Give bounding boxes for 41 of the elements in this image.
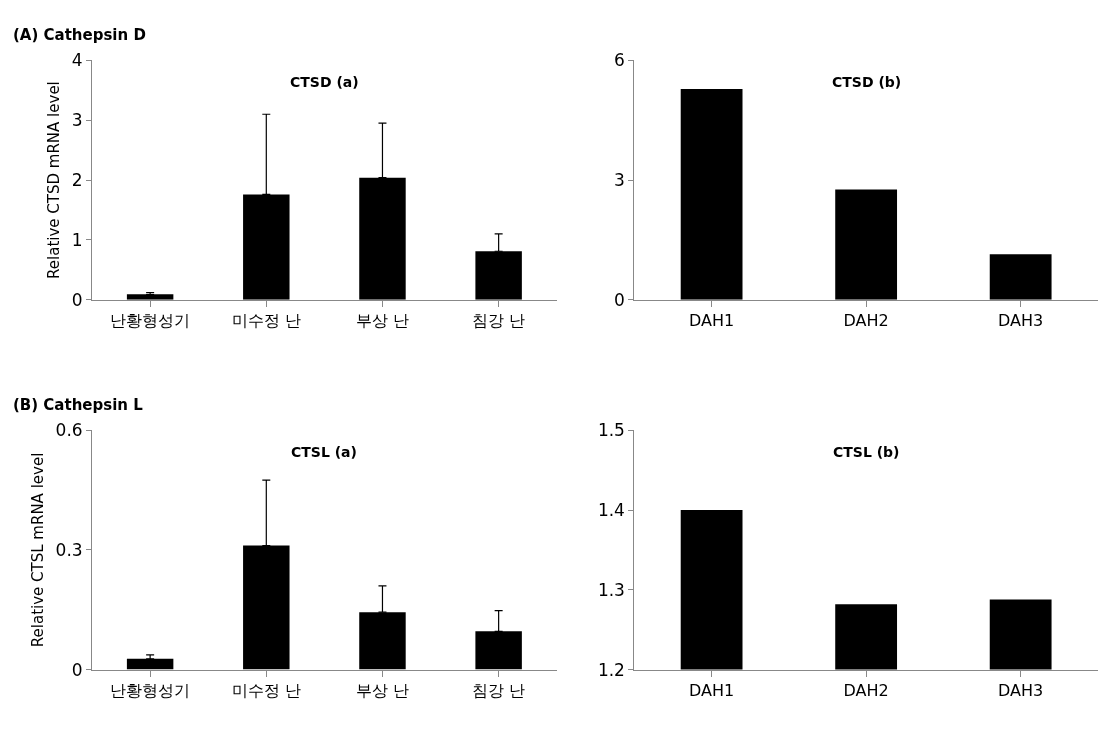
x-tick-label: DAH3	[998, 310, 1044, 330]
y-tick-label: 0.6	[55, 420, 83, 441]
x-tick-label: 침강 난	[472, 310, 526, 330]
x-tick-label: 난황형성기	[110, 310, 191, 330]
x-tick-label: 침강 난	[472, 680, 526, 700]
chart-title: (B) Cathepsin L	[13, 396, 144, 414]
bar	[835, 189, 898, 300]
x-tick-label: DAH1	[689, 680, 735, 700]
y-tick-label: 1.2	[597, 659, 625, 680]
x-tick-label: 부상 난	[355, 680, 410, 700]
text: CTSL (a)	[291, 444, 357, 460]
text: CTSL (b)	[833, 444, 900, 460]
x-tick-label: DAH2	[843, 310, 889, 330]
chart-title: (A) Cathepsin D	[13, 26, 146, 44]
x-tick-label: 미수정 난	[231, 680, 301, 700]
y-tick-label: 2	[71, 170, 83, 190]
y-tick-label: 1.3	[597, 579, 625, 600]
y-axis-title: Relative CTSD mRNA level	[45, 81, 64, 279]
y-tick-label: 0	[71, 289, 83, 310]
text: CTSD (a)	[290, 74, 359, 90]
y-tick-label: 0	[614, 289, 625, 310]
y-tick-label: 1.5	[597, 420, 625, 441]
x-tick-label: 미수정 난	[231, 310, 301, 330]
x-tick-label: DAH2	[843, 680, 889, 700]
bar	[680, 89, 743, 300]
y-tick-label: 1	[71, 229, 83, 250]
y-tick-label: 4	[71, 50, 83, 71]
x-tick-label: 난황형성기	[110, 680, 191, 700]
x-tick-label: DAH3	[998, 680, 1044, 700]
bar	[989, 254, 1052, 300]
y-tick-label: 1.4	[597, 500, 625, 521]
y-tick-label: 0.3	[55, 539, 83, 560]
y-tick-label: 3	[71, 110, 83, 131]
bar	[126, 658, 174, 670]
y-tick-label: 0	[71, 659, 83, 680]
y-axis-title: Relative CTSL mRNA level	[28, 452, 47, 648]
x-tick-label: DAH1	[689, 310, 735, 330]
text: CTSD (b)	[832, 74, 902, 90]
y-tick-label: 6	[614, 50, 625, 71]
x-tick-label: 부상 난	[355, 310, 410, 330]
y-tick-label: 3	[614, 170, 625, 190]
